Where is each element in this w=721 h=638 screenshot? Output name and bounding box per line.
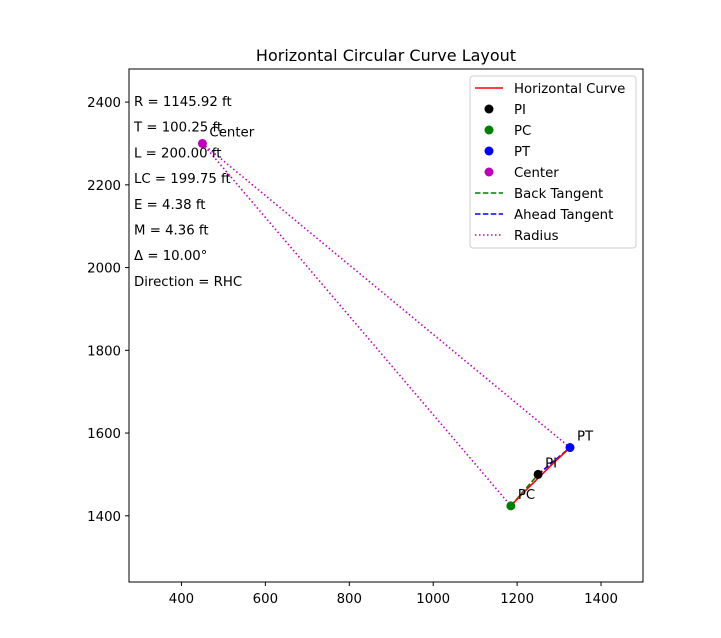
parameter-text: Δ = 10.00°	[134, 249, 207, 264]
radius-line	[201, 142, 512, 507]
y-tick-label: 2200	[87, 179, 121, 194]
pi-marker	[533, 469, 543, 479]
parameter-text: M = 4.36 ft	[134, 224, 209, 239]
legend-label: PC	[514, 124, 531, 139]
legend-box	[469, 75, 637, 249]
y-tick-label: 2400	[87, 96, 121, 111]
legend-label: PI	[514, 103, 526, 118]
center-label: Center	[209, 125, 254, 140]
pt-marker	[565, 443, 575, 453]
parameter-text: LC = 199.75 ft	[134, 172, 231, 187]
legend-label: Radius	[514, 229, 559, 244]
x-tick-label: 800	[337, 592, 362, 607]
legend-label: Ahead Tangent	[514, 208, 613, 223]
curve-parameters: R = 1145.92 ft T = 100.25 ft L = 200.00 ft…	[133, 95, 242, 290]
parameter-text: Direction = RHC	[134, 275, 242, 290]
axes-frame	[128, 68, 644, 583]
axis-ticks: 400 600 800 1000 1200 1400 1400 1600 1800 2000 220…	[87, 96, 618, 607]
x-tick-label: 1000	[416, 592, 450, 607]
chart-title: Horizontal Circular Curve Layout	[256, 46, 516, 65]
y-tick-label: 1600	[87, 427, 121, 442]
legend-label: PT	[514, 145, 531, 160]
plot-area: PI PC PT Center	[128, 68, 644, 583]
legend-marker	[484, 146, 494, 156]
legend-marker	[484, 167, 494, 177]
legend-marker	[484, 104, 494, 114]
y-tick-label: 1800	[87, 344, 121, 359]
horizontal-curve-line	[510, 446, 571, 507]
back-tangent-line	[510, 473, 539, 507]
pc-marker	[506, 501, 516, 511]
parameter-text: R = 1145.92 ft	[134, 95, 232, 110]
pi-label: PI	[545, 456, 557, 471]
y-tick-label: 1400	[87, 510, 121, 525]
pt-label: PT	[577, 430, 594, 445]
center-marker	[197, 138, 207, 148]
x-tick-label: 400	[169, 592, 194, 607]
x-tick-label: 1200	[500, 592, 534, 607]
parameter-text: L = 200.00 ft	[134, 146, 221, 161]
x-tick-label: 600	[253, 592, 278, 607]
y-tick-label: 2000	[87, 262, 121, 277]
x-tick-label: 1400	[584, 592, 618, 607]
legend-marker	[484, 125, 494, 135]
pc-label: PC	[518, 488, 535, 503]
legend-label: Horizontal Curve	[514, 82, 625, 97]
parameter-text: T = 100.25 ft	[133, 121, 222, 136]
legend: Horizontal Curve PI PC PT Center Back Tangent…	[469, 75, 637, 249]
legend-label: Center	[514, 166, 559, 181]
parameter-text: E = 4.38 ft	[134, 198, 206, 213]
legend-label: Back Tangent	[514, 187, 603, 202]
